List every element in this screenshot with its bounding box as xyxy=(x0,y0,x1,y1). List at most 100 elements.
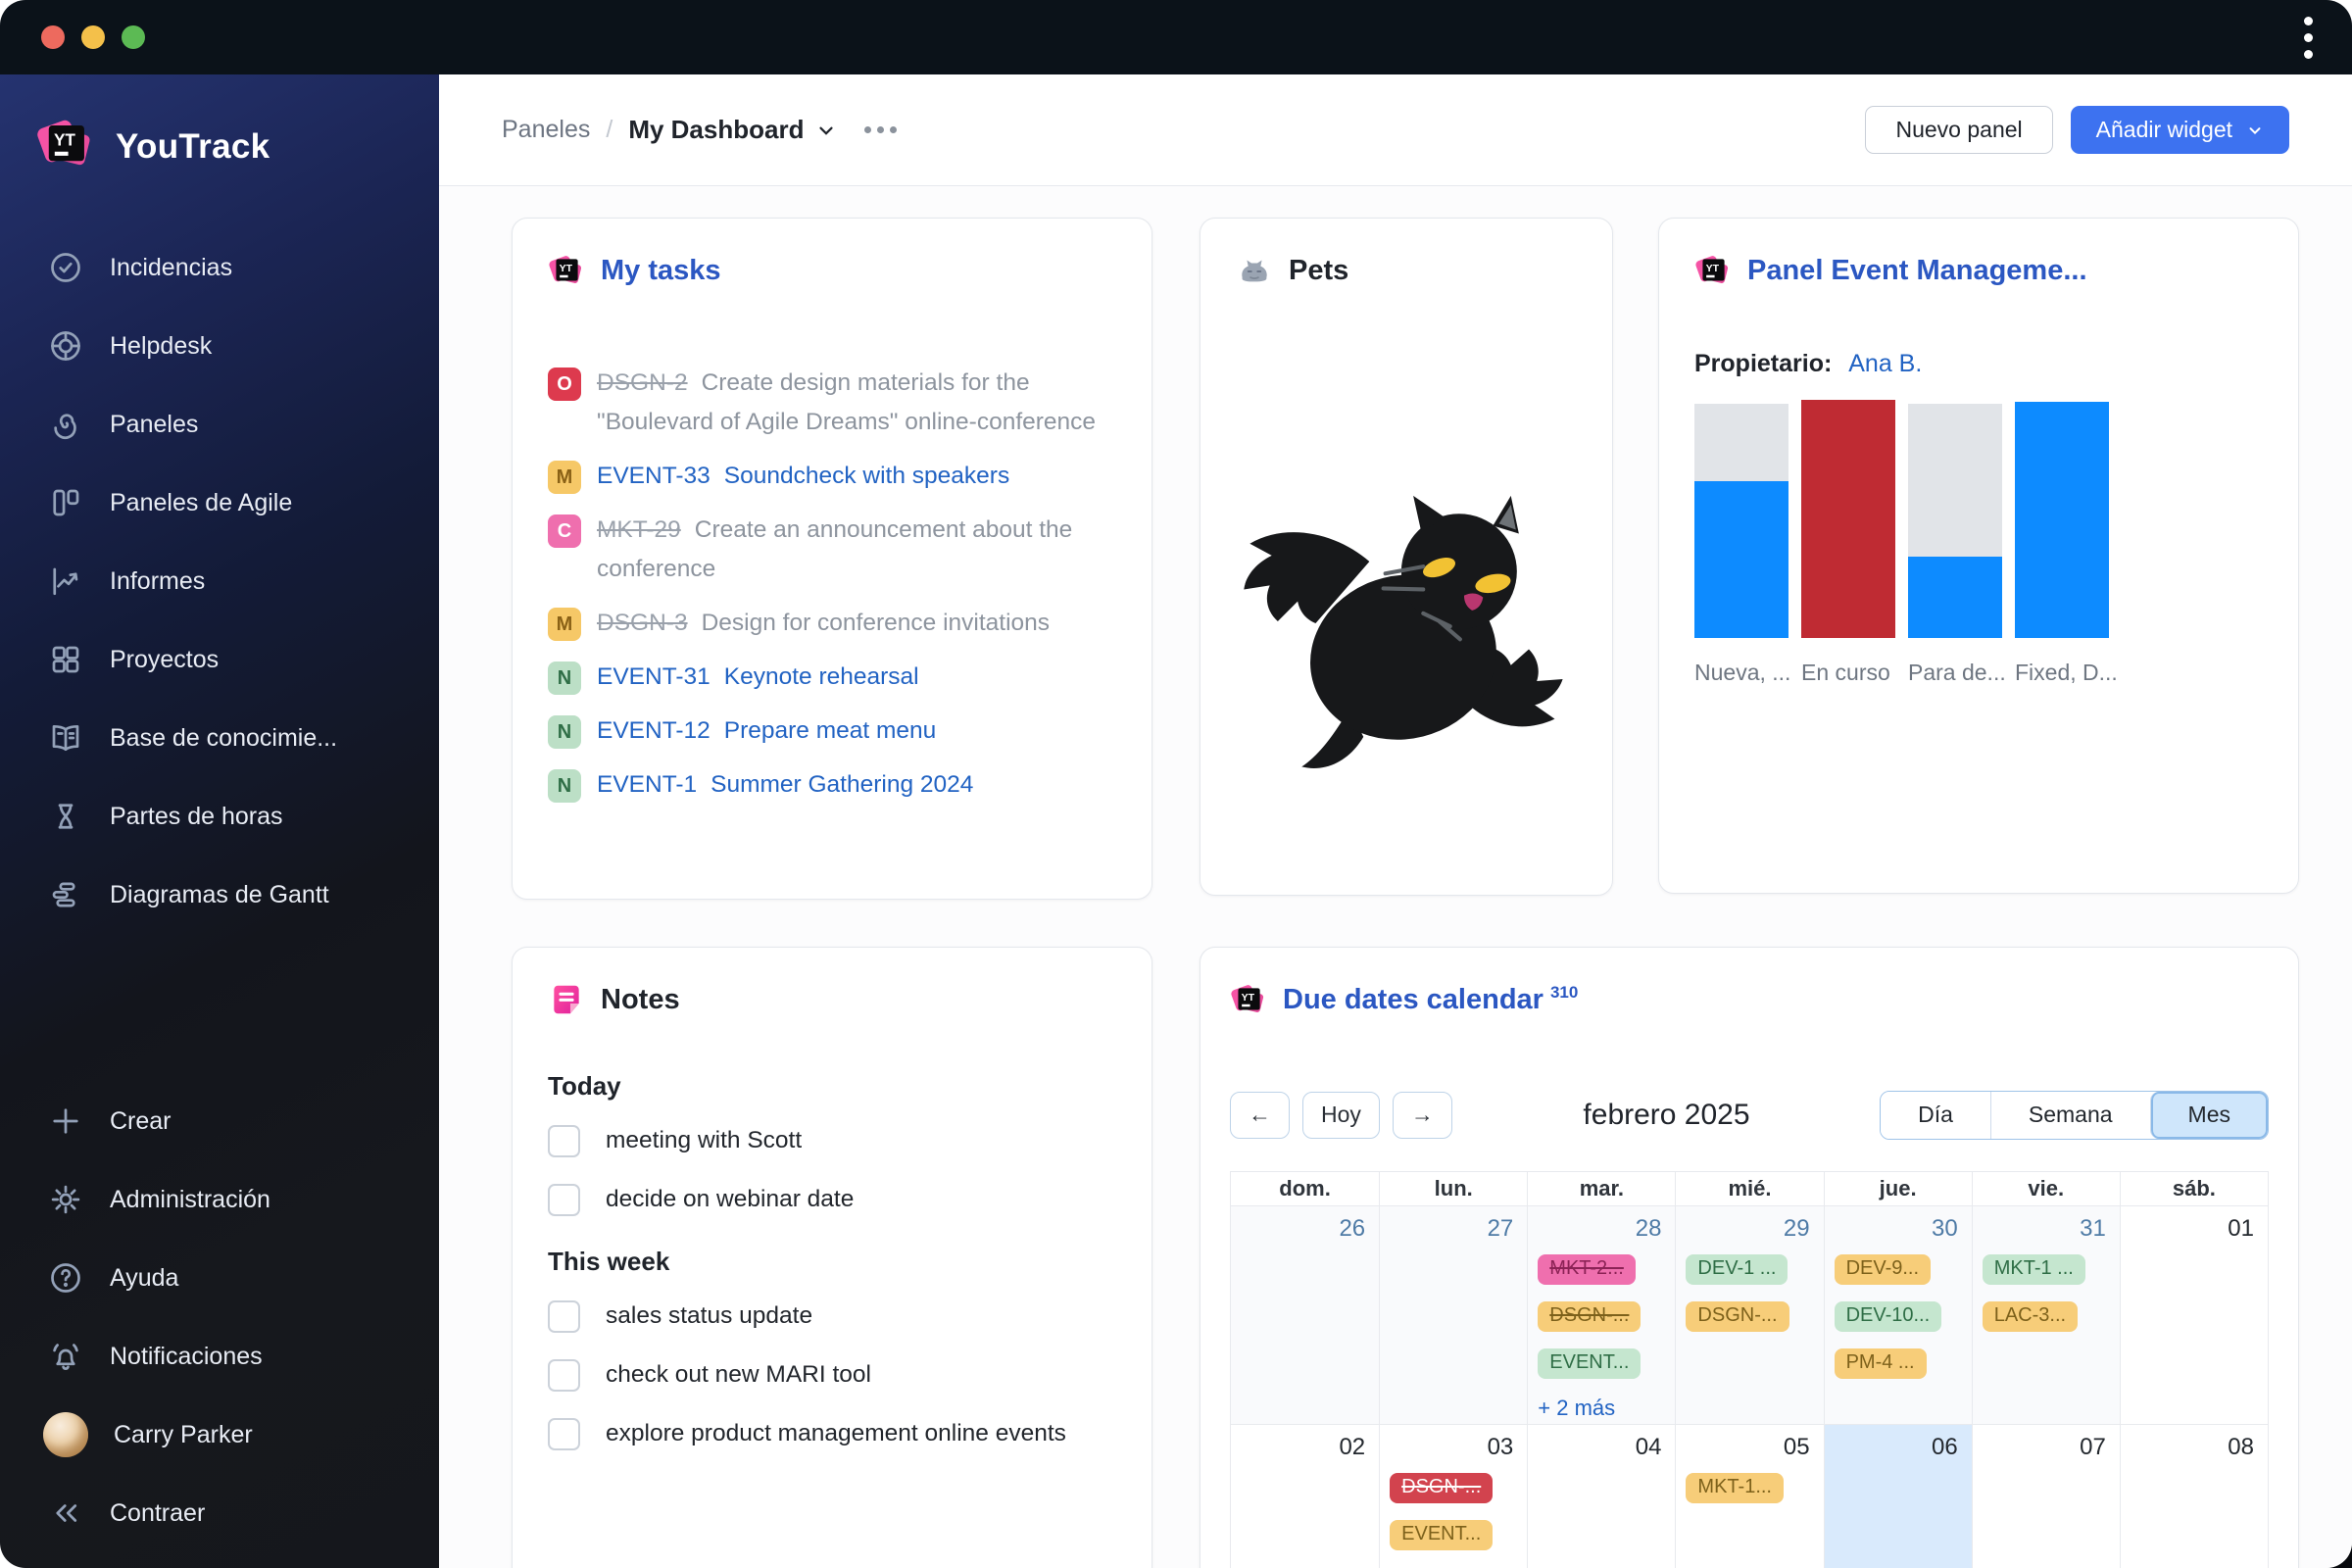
note-item: check out new MARI tool xyxy=(548,1355,1116,1395)
spiral-icon xyxy=(47,406,84,443)
bar-column[interactable] xyxy=(2015,402,2109,638)
issue-title[interactable]: Soundcheck with speakers xyxy=(723,463,1010,489)
calendar-cell[interactable]: 08 xyxy=(2119,1425,2268,1568)
issue-id-link[interactable]: EVENT-33 xyxy=(597,463,710,489)
checkbox[interactable] xyxy=(548,1359,580,1392)
event-chip[interactable]: DSGN-... xyxy=(1538,1301,1642,1332)
event-chip[interactable]: DEV-9... xyxy=(1834,1254,1932,1285)
add-widget-button[interactable]: Añadir widget xyxy=(2070,106,2289,154)
event-chip[interactable]: EVENT... xyxy=(1390,1520,1494,1550)
page-header: Paneles / My Dashboard Nuevo panel Añadi… xyxy=(439,74,2352,186)
event-chip[interactable]: DEV-10... xyxy=(1834,1301,1942,1332)
calendar-cell[interactable]: 29 DEV-1 ... DSGN-... xyxy=(1675,1206,1824,1424)
checkbox[interactable] xyxy=(548,1300,580,1333)
bar-column[interactable] xyxy=(1908,403,2002,638)
sidebar-nav: Incidencias Helpdesk Paneles Paneles de … xyxy=(0,228,439,934)
sidebar-item-base-conocimientos[interactable]: Base de conocimie... xyxy=(0,699,439,777)
widget-title[interactable]: My tasks xyxy=(601,254,721,286)
minimize-window-button[interactable] xyxy=(81,25,105,49)
calendar-cell[interactable]: 03 DSGN-... EVENT... xyxy=(1379,1425,1528,1568)
calendar-cell[interactable]: 31 MKT-1 ... LAC-3... xyxy=(1971,1206,2120,1424)
event-chip[interactable]: DEV-1 ... xyxy=(1686,1254,1788,1285)
breadcrumb-root[interactable]: Paneles xyxy=(502,116,591,143)
date-label: 02 xyxy=(1339,1434,1366,1460)
issue-id-link[interactable]: DSGN-2 xyxy=(597,369,688,396)
calendar-prev-button[interactable]: ← xyxy=(1230,1091,1290,1139)
view-week-button[interactable]: Semana xyxy=(1989,1091,2150,1139)
event-chip[interactable]: MKT-1 ... xyxy=(1982,1254,2085,1285)
new-panel-button[interactable]: Nuevo panel xyxy=(1865,106,2053,154)
issue-id-link[interactable]: EVENT-12 xyxy=(597,717,710,744)
issue-title[interactable]: Summer Gathering 2024 xyxy=(710,771,974,798)
sidebar-item-helpdesk[interactable]: Helpdesk xyxy=(0,307,439,385)
sidebar-item-diagramas-gantt[interactable]: Diagramas de Gantt xyxy=(0,856,439,934)
sidebar-item-crear[interactable]: Crear xyxy=(0,1082,439,1160)
event-chip[interactable]: EVENT... xyxy=(1538,1348,1642,1379)
sidebar-item-partes-horas[interactable]: Partes de horas xyxy=(0,777,439,856)
calendar-next-button[interactable]: → xyxy=(1392,1091,1452,1139)
view-day-button[interactable]: Día xyxy=(1881,1091,1990,1139)
sidebar-collapse-button[interactable]: Contraer xyxy=(0,1474,439,1552)
event-chip[interactable]: DSGN-... xyxy=(1390,1473,1494,1503)
sidebar-item-proyectos[interactable]: Proyectos xyxy=(0,620,439,699)
zoom-window-button[interactable] xyxy=(122,25,145,49)
sidebar-item-paneles[interactable]: Paneles xyxy=(0,385,439,464)
bar-column[interactable] xyxy=(1694,403,1788,638)
calendar-cell[interactable]: 01 xyxy=(2119,1206,2268,1424)
event-chip[interactable]: LAC-3... xyxy=(1982,1301,2079,1332)
bar-column[interactable] xyxy=(1801,400,1895,638)
calendar-cell[interactable]: 04 xyxy=(1527,1425,1676,1568)
sidebar-item-label: Notificaciones xyxy=(110,1342,263,1370)
owner-label: Propietario: xyxy=(1694,350,1833,377)
sidebar-item-label: Informes xyxy=(110,566,206,595)
issue-title[interactable]: Prepare meat menu xyxy=(723,717,937,744)
date-label: 29 xyxy=(1783,1215,1810,1242)
event-chip[interactable]: DSGN-... xyxy=(1686,1301,1789,1332)
event-chip[interactable]: PM-4 ... xyxy=(1834,1348,1927,1379)
calendar-cell[interactable]: 26 xyxy=(1231,1206,1380,1424)
date-label: 08 xyxy=(2228,1434,2254,1460)
sidebar-item-notificaciones[interactable]: Notificaciones xyxy=(0,1317,439,1396)
calendar-cell[interactable]: 05 MKT-1... xyxy=(1675,1425,1824,1568)
youtrack-widget-icon: YT xyxy=(548,252,585,289)
checkbox[interactable] xyxy=(548,1418,580,1450)
breadcrumb-current[interactable]: My Dashboard xyxy=(628,115,805,144)
sidebar-item-ayuda[interactable]: Ayuda xyxy=(0,1239,439,1317)
sidebar-item-paneles-agile[interactable]: Paneles de Agile xyxy=(0,464,439,542)
chevron-down-icon[interactable] xyxy=(815,120,837,141)
calendar-cell[interactable]: 06 xyxy=(1823,1425,1972,1568)
calendar-cell[interactable]: 30 DEV-9... DEV-10... PM-4 ... xyxy=(1823,1206,1972,1424)
more-options-icon[interactable] xyxy=(864,126,898,133)
header-actions: Nuevo panel Añadir widget xyxy=(1865,106,2289,154)
calendar-cell[interactable]: 02 xyxy=(1231,1425,1380,1568)
event-chip[interactable]: MKT-1... xyxy=(1686,1473,1784,1503)
owner-link[interactable]: Ana B. xyxy=(1848,350,1923,377)
calendar-view-switcher: Día Semana Mes xyxy=(1880,1090,2269,1140)
checkbox[interactable] xyxy=(548,1125,580,1157)
widget-title[interactable]: Due dates calendar 310 xyxy=(1283,982,1579,1015)
issue-count-badge: 310 xyxy=(1549,982,1579,1002)
kebab-menu-icon[interactable] xyxy=(2298,11,2319,65)
issue-id-link[interactable]: EVENT-1 xyxy=(597,771,698,798)
issue-id-link[interactable]: EVENT-31 xyxy=(597,663,710,690)
issue-id-link[interactable]: MKT-29 xyxy=(597,516,681,543)
close-window-button[interactable] xyxy=(41,25,65,49)
calendar-cell[interactable]: 27 xyxy=(1379,1206,1528,1424)
checkbox[interactable] xyxy=(548,1184,580,1216)
event-chip[interactable]: MKT-2... xyxy=(1538,1254,1636,1285)
calendar-today-button[interactable]: Hoy xyxy=(1302,1091,1380,1139)
issue-id-link[interactable]: DSGN-3 xyxy=(597,610,688,636)
widget-panel-event-management: YT Panel Event Manageme... Propietario: … xyxy=(1658,218,2299,894)
sidebar-item-administracion[interactable]: Administración xyxy=(0,1160,439,1239)
issue-title[interactable]: Keynote rehearsal xyxy=(723,663,919,690)
calendar-cell[interactable]: 07 xyxy=(1971,1425,2120,1568)
widget-title[interactable]: Panel Event Manageme... xyxy=(1747,254,2087,286)
sidebar-user-profile[interactable]: Carry Parker xyxy=(0,1396,439,1474)
task-type-badge: O xyxy=(548,368,581,401)
view-month-button[interactable]: Mes xyxy=(2149,1091,2268,1139)
youtrack-logo[interactable]: YT YouTrack xyxy=(0,74,439,179)
more-events-link[interactable]: + 2 más xyxy=(1538,1396,1616,1420)
calendar-cell[interactable]: 28 MKT-2... DSGN-... EVENT... + 2 más xyxy=(1527,1206,1676,1424)
sidebar-item-incidencias[interactable]: Incidencias xyxy=(0,228,439,307)
sidebar-item-informes[interactable]: Informes xyxy=(0,542,439,620)
